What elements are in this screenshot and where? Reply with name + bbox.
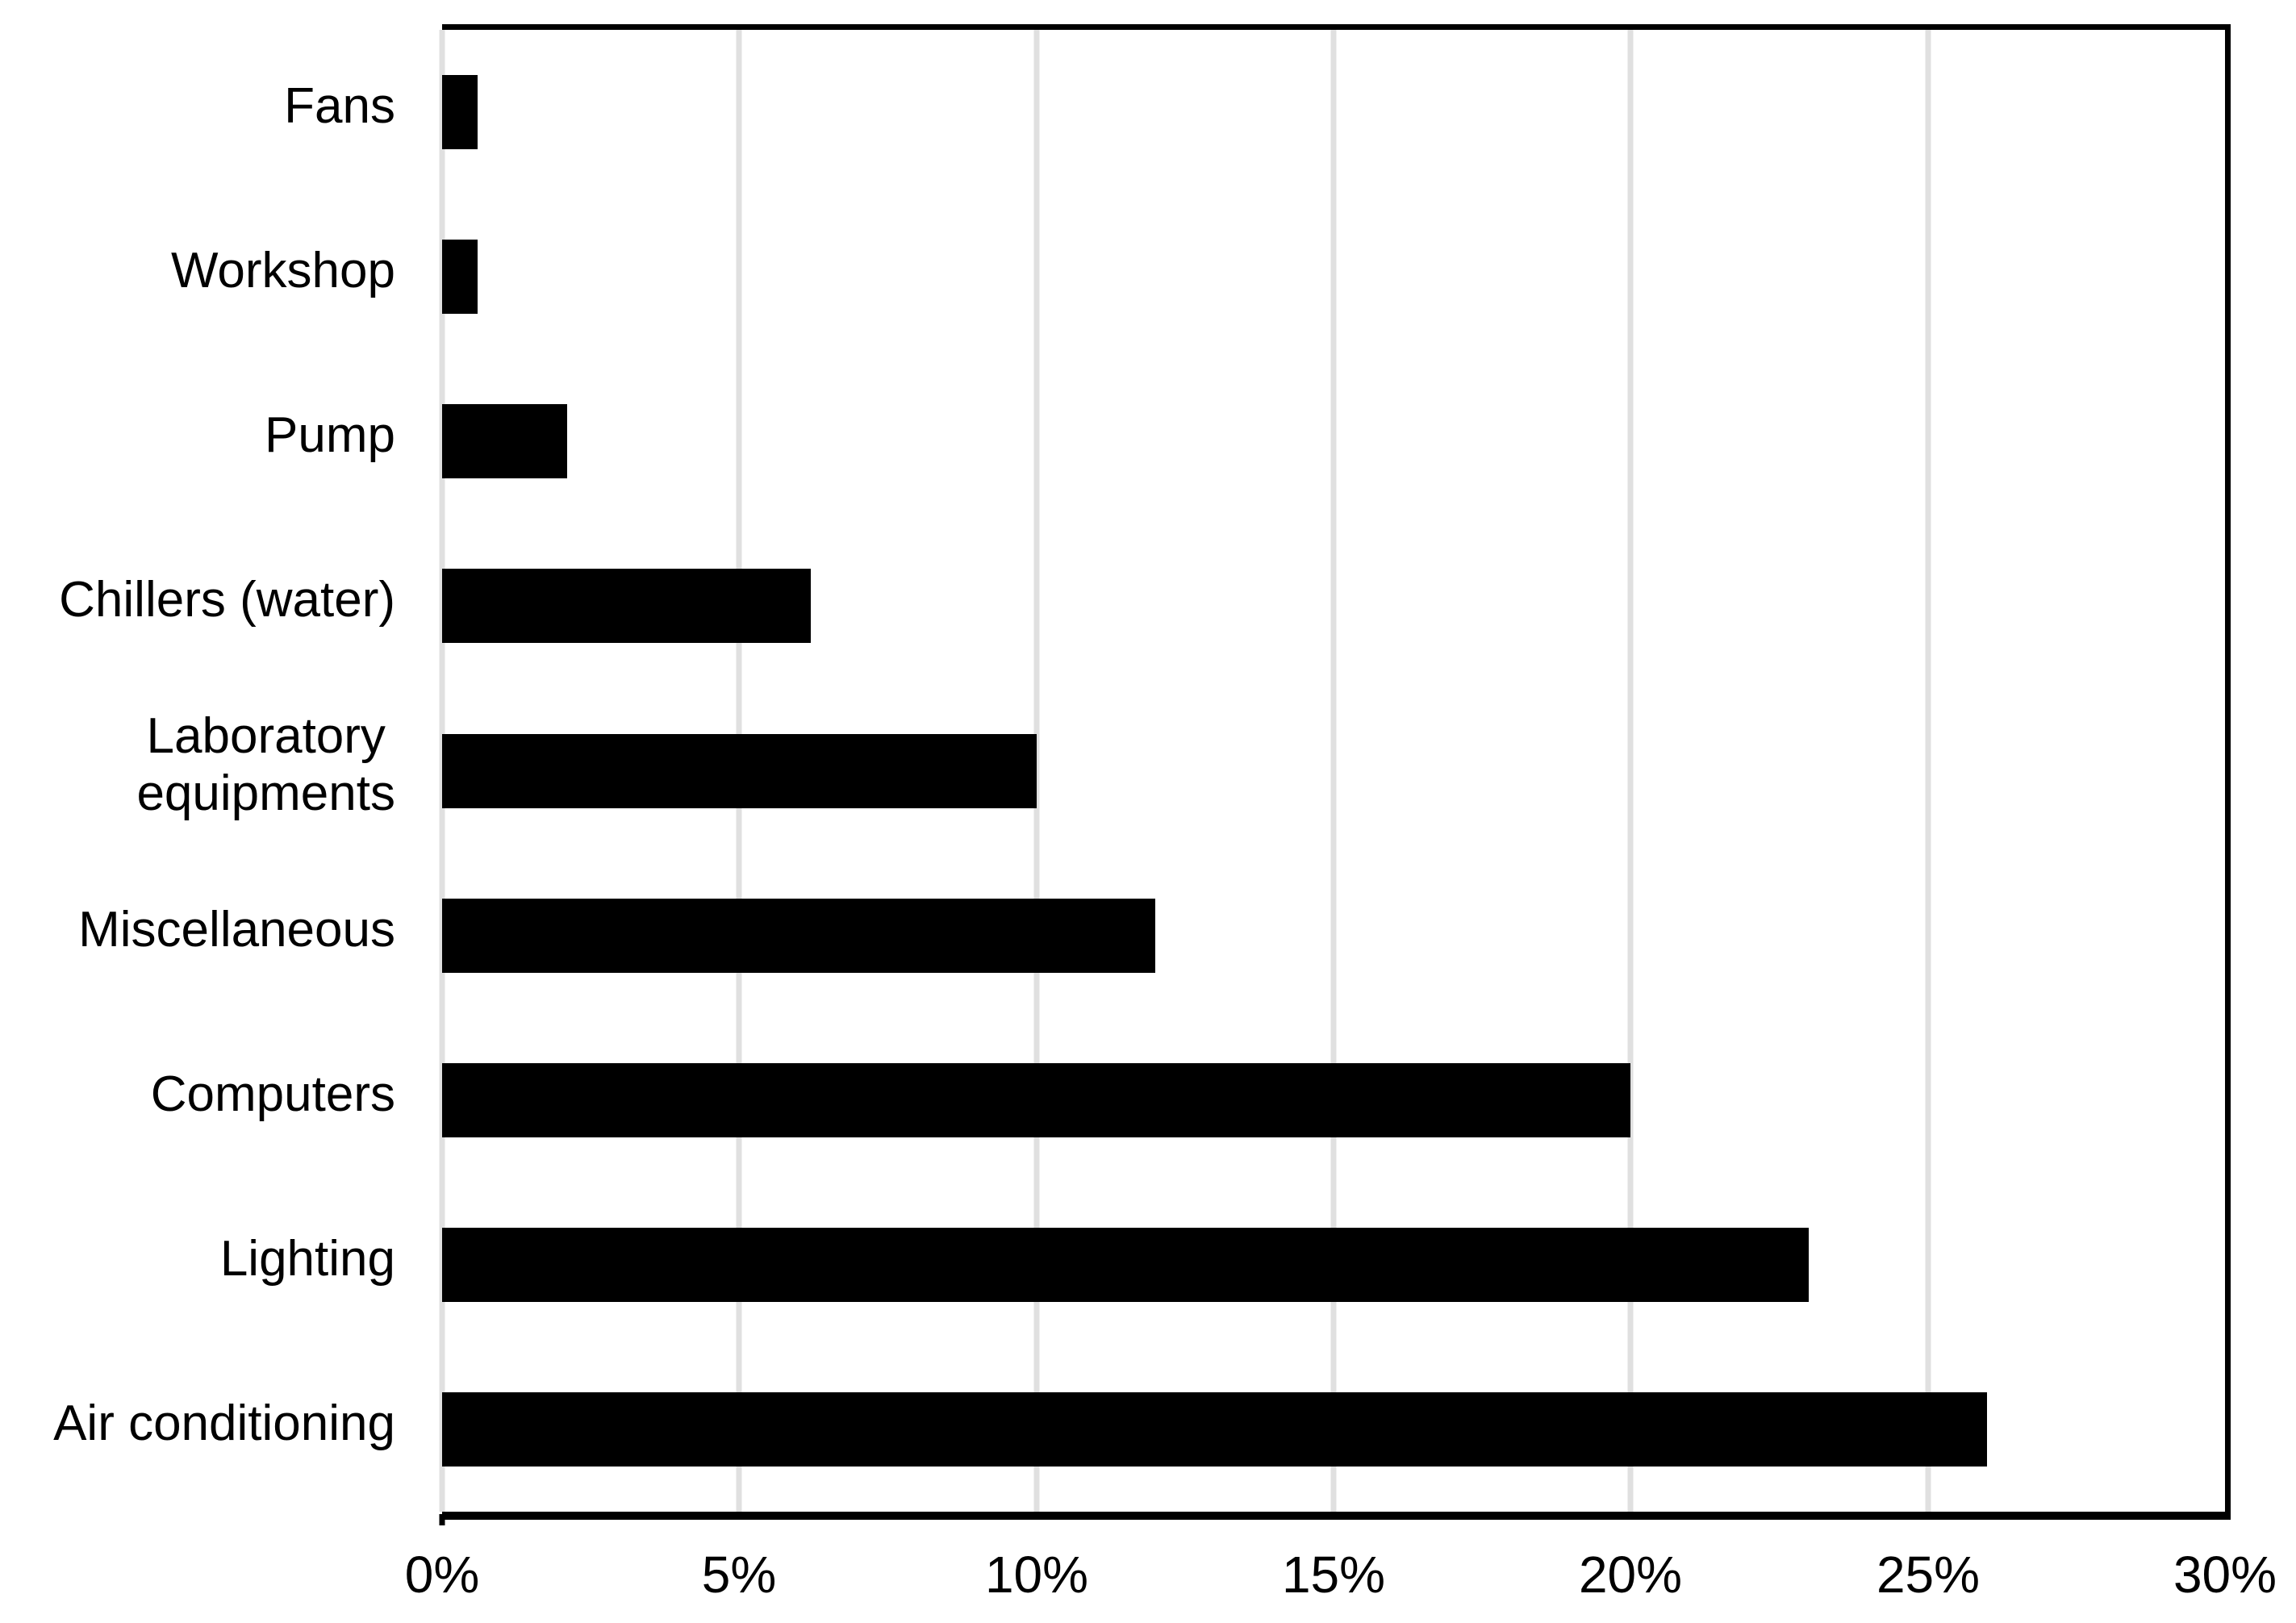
category-label: Fans xyxy=(284,78,395,135)
x-axis-tick-label: 20% xyxy=(1578,1546,1683,1604)
x-axis-tick-mark-zero xyxy=(439,1514,445,1525)
category-label: Pump xyxy=(265,407,395,464)
bar-chillers-water xyxy=(442,569,811,643)
category-label: Chillers (water) xyxy=(59,572,395,628)
category-label: Miscellaneous xyxy=(78,901,395,958)
bar-workshop xyxy=(442,240,478,314)
gridline-25% xyxy=(1925,30,1931,1512)
bar-lighting xyxy=(442,1228,1809,1302)
category-label: Lighting xyxy=(219,1230,395,1287)
plot-area xyxy=(439,24,2231,1520)
x-axis-tick-label: 30% xyxy=(2173,1546,2277,1604)
bar-computers xyxy=(442,1063,1630,1137)
bar-miscellaneous xyxy=(442,899,1155,973)
bar-laboratory-equipments xyxy=(442,734,1037,808)
category-label: Air conditioning xyxy=(53,1395,395,1451)
category-label: Laboratory equipments xyxy=(136,707,395,822)
bar-pump xyxy=(442,404,567,478)
gridline-15% xyxy=(1330,30,1337,1512)
x-axis-tick-label: 5% xyxy=(701,1546,777,1604)
x-axis-tick-label: 0% xyxy=(404,1546,480,1604)
bar-fans xyxy=(442,75,478,149)
category-label: Workshop xyxy=(171,243,395,299)
x-axis-tick-label: 15% xyxy=(1281,1546,1386,1604)
x-axis-tick-label: 25% xyxy=(1876,1546,1981,1604)
gridline-20% xyxy=(1627,30,1634,1512)
bar-air-conditioning xyxy=(442,1392,1987,1467)
x-axis-tick-label: 10% xyxy=(984,1546,1089,1604)
category-label: Computers xyxy=(150,1066,395,1122)
